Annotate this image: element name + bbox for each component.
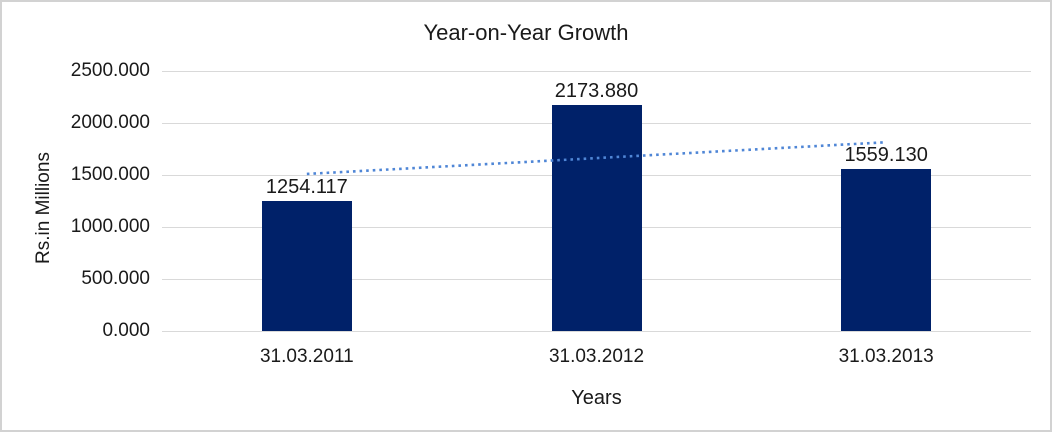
y-tick-label: 500.000	[81, 268, 150, 289]
bar	[841, 169, 931, 331]
y-tick-label: 2500.000	[70, 60, 150, 81]
bar-data-label: 1559.130	[844, 143, 928, 166]
x-category-label: 31.03.2012	[548, 346, 645, 367]
y-tick-label: 1500.000	[70, 164, 150, 185]
bar-data-label: 1254.117	[265, 175, 348, 198]
y-tick-label: 2000.000	[70, 112, 150, 133]
bar-data-label: 2173.880	[554, 79, 639, 102]
x-category-label: 31.03.2013	[838, 346, 934, 367]
bar	[262, 201, 352, 331]
y-tick-label: 1000.000	[70, 216, 150, 237]
chart-title: Year-on-Year Growth	[423, 20, 629, 45]
bar	[552, 105, 642, 331]
x-category-label: 31.03.2011	[259, 346, 354, 367]
trendline	[306, 140, 887, 176]
x-axis-title: Years	[571, 387, 622, 409]
y-tick-label: 0.000	[102, 320, 150, 341]
